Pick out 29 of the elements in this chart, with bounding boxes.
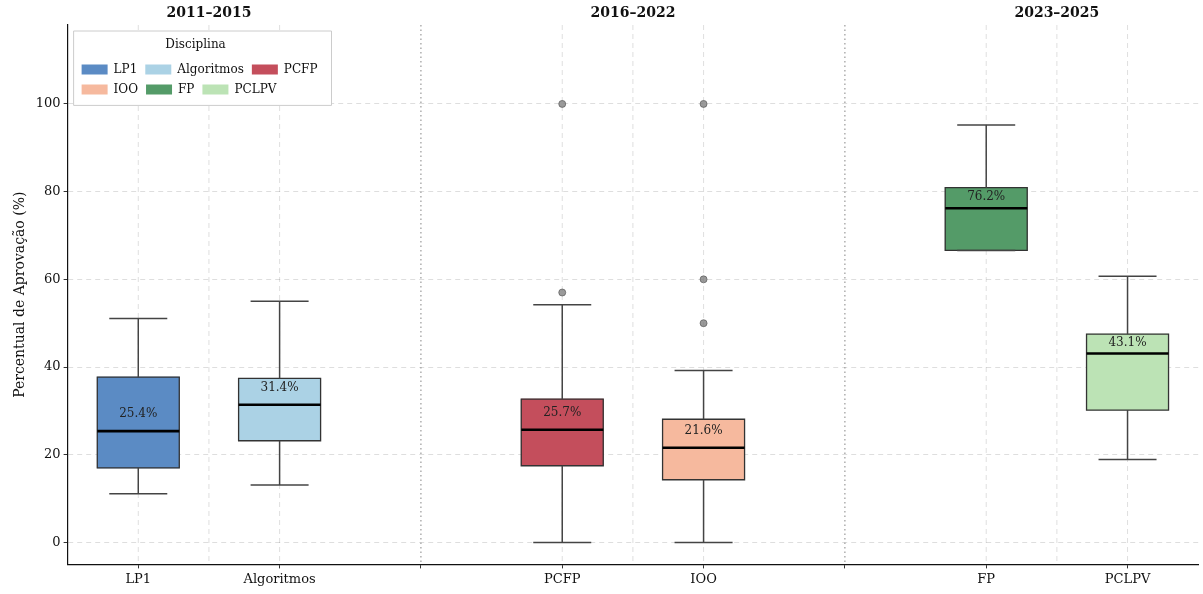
- x-tick-label: FP: [977, 570, 996, 586]
- text: 25.7%: [543, 404, 582, 419]
- y-tick-label: 80: [44, 183, 61, 199]
- legend-label: FP: [178, 81, 195, 96]
- legend-label: PCLPV: [234, 81, 277, 96]
- legend-title: Disciplina: [165, 37, 226, 52]
- legend-label: LP1: [113, 61, 138, 76]
- x-tick-label: IOO: [690, 570, 717, 586]
- x-tick-label: LP1: [125, 570, 152, 586]
- text: 76.2%: [967, 188, 1006, 203]
- legend-label: Algoritmos: [176, 61, 244, 76]
- text: 2011–2015: [166, 3, 252, 20]
- text: 2016–2022: [590, 3, 676, 20]
- x-tick-label: Algoritmos: [242, 570, 316, 586]
- text: 43.1%: [1108, 335, 1147, 350]
- y-tick-label: 40: [44, 358, 61, 374]
- text: 31.4%: [260, 379, 299, 394]
- legend-label: PCFP: [283, 61, 318, 76]
- legend-label: IOO: [113, 81, 139, 96]
- text: 2023–2025: [1014, 3, 1100, 20]
- y-tick-label: 60: [44, 270, 61, 286]
- y-tick-label: 0: [52, 533, 61, 549]
- text: 25.4%: [119, 406, 158, 421]
- y-tick-label: 20: [44, 446, 61, 462]
- y-tick-label: 100: [35, 95, 61, 111]
- x-tick-label: PCFP: [544, 570, 581, 586]
- text: 21.6%: [684, 422, 723, 437]
- y-axis-title: Percentual de Aprovação (%): [11, 191, 28, 398]
- x-tick-label: PCLPV: [1104, 570, 1151, 586]
